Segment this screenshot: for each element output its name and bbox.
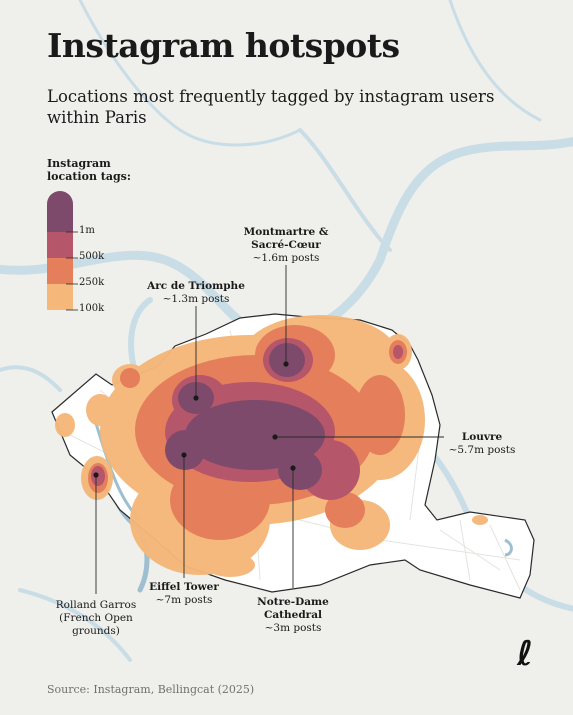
callout-rg-line1: Rolland Garros bbox=[55, 599, 137, 611]
callout-eiffel-name: Eiffel Tower bbox=[149, 581, 219, 593]
callout-notre-dame-name: Notre-Dame bbox=[257, 596, 329, 608]
bois-lake bbox=[504, 538, 513, 557]
source-note: Source: Instagram, Bellingcat (2025) bbox=[47, 683, 255, 696]
callout-louvre: Louvre ~5.7m posts bbox=[446, 431, 518, 457]
legend-title: Instagram location tags: bbox=[47, 157, 131, 183]
callout-montmartre-name2: Sacré-Cœur bbox=[251, 239, 321, 251]
callout-arc-name: Arc de Triomphe bbox=[147, 280, 245, 292]
callout-arc-de-triomphe: Arc de Triomphe ~1.3m posts bbox=[134, 280, 258, 306]
callout-leaders bbox=[95, 265, 444, 594]
callout-notre-dame-value: ~3m posts bbox=[264, 622, 322, 634]
callout-louvre-name: Louvre bbox=[461, 431, 503, 443]
callout-notre-dame-name2: Cathedral bbox=[264, 609, 322, 621]
brand-logo: ℓ bbox=[517, 634, 534, 674]
callout-montmartre-name: Montmartre & bbox=[243, 226, 329, 238]
page-title: Instagram hotspots bbox=[47, 26, 400, 65]
callout-arc-value: ~1.3m posts bbox=[162, 293, 230, 305]
page-subtitle: Locations most frequently tagged by inst… bbox=[47, 87, 495, 127]
legend-label-500k: 500k bbox=[79, 251, 105, 262]
callout-montmartre-value: ~1.6m posts bbox=[252, 252, 320, 264]
legend-swatch-100k bbox=[47, 284, 73, 310]
legend-title-line1: Instagram bbox=[47, 157, 111, 170]
callout-rg-line3: grounds) bbox=[72, 625, 120, 637]
heatmap bbox=[55, 315, 488, 577]
callout-dots bbox=[93, 361, 296, 478]
legend-label-1m: 1m bbox=[79, 225, 95, 236]
legend-label-250k: 250k bbox=[79, 277, 105, 288]
callout-notre-dame: Notre-Dame Cathedral ~3m posts bbox=[240, 596, 346, 635]
legend-swatch-250k bbox=[47, 258, 73, 284]
legend-scale bbox=[47, 191, 78, 311]
callout-eiffel-value: ~7m posts bbox=[155, 594, 213, 606]
callout-montmartre: Montmartre & Sacré-Cœur ~1.6m posts bbox=[226, 226, 346, 265]
callout-rg-line2: (French Open bbox=[59, 612, 133, 624]
legend-swatch-500k bbox=[47, 232, 73, 258]
legend-label-100k: 100k bbox=[79, 303, 105, 314]
callout-louvre-value: ~5.7m posts bbox=[448, 444, 516, 456]
legend-swatch-1m bbox=[47, 191, 73, 232]
callout-roland-garros: Rolland Garros (French Open grounds) bbox=[46, 599, 146, 638]
callout-eiffel-tower: Eiffel Tower ~7m posts bbox=[134, 581, 234, 607]
legend-title-line2: location tags: bbox=[47, 170, 131, 183]
